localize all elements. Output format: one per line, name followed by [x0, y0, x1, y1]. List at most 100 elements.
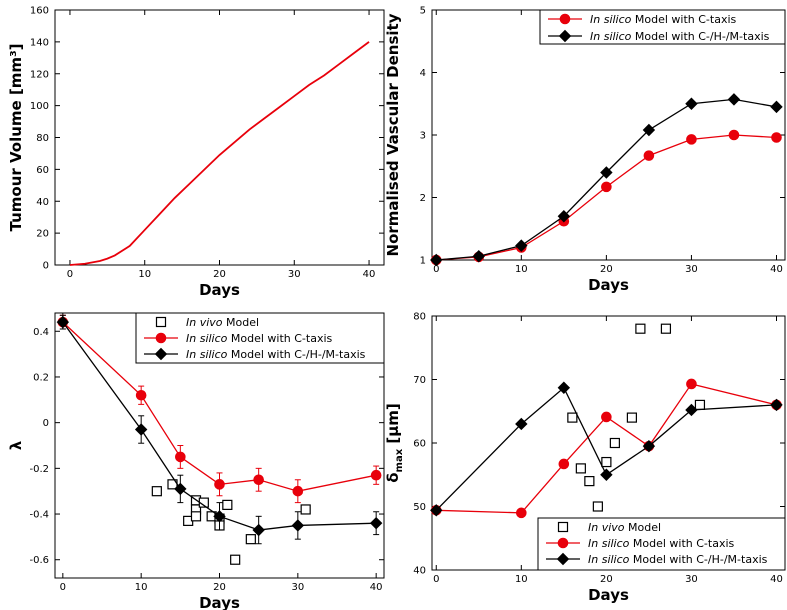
x-tick-label: 40: [370, 582, 383, 593]
data-point: [660, 323, 672, 334]
y-tick-label: -0.6: [29, 555, 49, 566]
x-tick-label: 20: [213, 269, 226, 280]
y-label-main: δ: [384, 472, 402, 482]
data-point: [686, 378, 697, 390]
legend-marker: [154, 347, 168, 361]
data-point: [584, 476, 595, 487]
legend-label-prefix: In silico: [588, 537, 633, 550]
x-axis-label: Days: [588, 586, 629, 604]
data-point: [515, 239, 528, 252]
series-3: [56, 314, 383, 545]
series-2: [430, 378, 782, 519]
data-point: [771, 132, 782, 143]
series-3: [430, 381, 783, 517]
x-tick-label: 10: [515, 574, 528, 585]
legend-label: In vivo Model: [588, 521, 661, 534]
legend-label-prefix: In silico: [186, 332, 231, 345]
y-tick-label: 0.2: [33, 372, 49, 383]
legend-label-name: Model with C-/H-/M-taxis: [635, 30, 770, 43]
data-point: [642, 439, 656, 453]
legend-label-prefix: In vivo: [186, 316, 226, 329]
x-tick-label: 0: [433, 264, 439, 275]
legend: In vivo Model In silico Model with C-taxi…: [537, 517, 786, 571]
data-point: [134, 423, 148, 436]
data-point: [174, 482, 187, 496]
series-1: [567, 323, 706, 512]
data-point: [175, 451, 186, 463]
x-tick-label: 10: [138, 269, 151, 280]
legend-label-prefix: In vivo: [588, 521, 628, 534]
series-2: [430, 93, 783, 267]
data-point: [472, 250, 485, 263]
y-tick-label: 60: [413, 439, 426, 450]
data-point: [515, 417, 528, 431]
legend-marker: [556, 552, 570, 566]
chart-2: 0 10 20 30 40 1 2 3 4 5 Days Normalised Vascular De…: [384, 6, 786, 294]
data-point: [643, 150, 655, 161]
data-point: [430, 504, 443, 517]
x-tick-label: 10: [515, 264, 528, 275]
x-tick-label: 0: [60, 582, 66, 593]
data-point: [601, 411, 612, 423]
y-tick-label: 140: [30, 37, 49, 48]
data-point: [190, 511, 202, 522]
y-axis-label: Normalised Vascular Density: [384, 13, 402, 256]
data-point: [516, 507, 527, 519]
y-tick-label: 3: [420, 131, 426, 142]
data-point: [370, 469, 382, 481]
y-tick-label: 160: [30, 6, 49, 17]
legend-label: In vivo Model: [186, 316, 259, 329]
data-point: [135, 389, 147, 401]
data-point: [213, 510, 226, 523]
data-point: [230, 554, 241, 565]
x-tick-label: 30: [288, 269, 301, 280]
data-point: [600, 166, 613, 179]
data-point: [601, 181, 612, 193]
legend-label: In silico Model with C-/H-/M-taxis: [588, 553, 768, 566]
y-tick-label: 80: [413, 312, 426, 323]
legend: In silico Model with C-taxis In silico Mo…: [539, 9, 786, 45]
legend-label-name: Model: [226, 316, 259, 329]
data-point: [609, 437, 620, 449]
data-point: [557, 210, 571, 223]
data-point: [558, 458, 570, 470]
data-point: [686, 134, 697, 145]
plot-frame: [54, 9, 385, 266]
data-point: [770, 100, 783, 114]
data-point: [575, 463, 586, 474]
series-line: [436, 98, 777, 261]
data-point: [635, 323, 646, 334]
y-tick-label: 40: [36, 197, 49, 208]
y-tick-label: 40: [413, 566, 426, 577]
legend-label-name: Model with C-taxis: [635, 13, 737, 26]
legend-marker: [155, 332, 167, 344]
series-1: [430, 129, 782, 266]
y-tick-label: 0: [43, 261, 49, 272]
x-tick-label: 10: [135, 582, 148, 593]
y-tick-label: 2: [420, 193, 426, 204]
data-point: [292, 485, 304, 497]
data-point: [685, 403, 698, 417]
series-line: [436, 383, 777, 514]
y-tick-label: 20: [36, 229, 49, 240]
legend-label-prefix: In silico: [588, 553, 633, 566]
legend-label: In silico Model with C-taxis: [186, 332, 333, 345]
data-point: [685, 97, 698, 110]
y-tick-label: 5: [420, 6, 426, 17]
data-point: [56, 315, 70, 329]
x-axis-label: Days: [588, 276, 629, 294]
legend-label: In silico Model with C-/H-/M-taxis: [590, 30, 770, 43]
legend-label-prefix: In silico: [186, 348, 231, 361]
legend-label: In silico Model with C-taxis: [590, 13, 737, 26]
series-1: [151, 479, 311, 565]
chart-3: 0 10 20 30 40 -0.6 -0.4 -0.2 0 0.2 0.4 Days λ In vivo…: [7, 312, 385, 610]
legend-label: In silico Model with C-taxis: [588, 537, 735, 550]
legend: In vivo Model In silico Model with C-taxi…: [135, 312, 385, 364]
x-tick-label: 20: [600, 264, 613, 275]
series-line: [435, 386, 777, 511]
data-point: [253, 474, 264, 486]
legend-box: [539, 9, 786, 45]
data-point: [557, 381, 571, 394]
series-line: [436, 134, 777, 261]
